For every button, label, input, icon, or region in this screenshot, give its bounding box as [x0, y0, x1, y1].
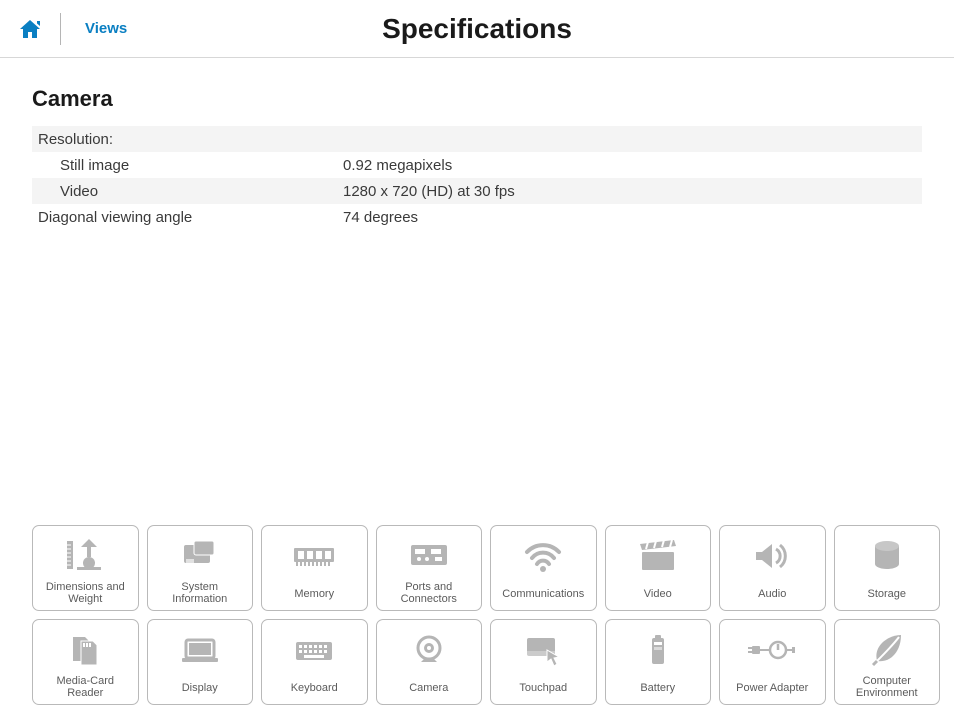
nav-tile-label: Camera: [409, 676, 448, 700]
nav-tile-camera[interactable]: Camera: [376, 619, 483, 705]
spec-value: 1280 x 720 (HD) at 30 fps: [337, 178, 922, 204]
nav-tile-display[interactable]: Display: [147, 619, 254, 705]
nav-tile-env[interactable]: Computer Environment: [834, 619, 941, 705]
home-button[interactable]: [0, 9, 60, 49]
ports-icon: [405, 530, 453, 581]
nav-tile-memory[interactable]: Memory: [261, 525, 368, 611]
nav-tile-label: Media-Card Reader: [57, 675, 114, 700]
bottom-nav: Dimensions and Weight System Information M…: [32, 525, 940, 705]
battery-icon: [634, 624, 682, 676]
nav-tile-label: Ports and Connectors: [401, 581, 457, 606]
header-bar: Views Specifications: [0, 0, 954, 58]
header-divider: [60, 13, 61, 45]
spec-value: [337, 126, 922, 152]
section-title: Camera: [32, 86, 922, 112]
nav-tile-label: Video: [644, 582, 672, 606]
spec-value: 74 degrees: [337, 204, 922, 230]
dimensions-icon: [61, 530, 109, 581]
nav-tile-keyboard[interactable]: Keyboard: [261, 619, 368, 705]
nav-tile-label: Audio: [758, 582, 786, 606]
spec-table: Resolution:Still image0.92 megapixelsVid…: [32, 126, 922, 230]
nav-tile-label: Communications: [502, 582, 584, 606]
nav-tile-label: Display: [182, 676, 218, 700]
clap-icon: [634, 530, 682, 582]
cylinder-icon: [863, 530, 911, 582]
spec-label: Resolution:: [32, 126, 337, 152]
keyboard-icon: [290, 624, 338, 676]
spec-label: Still image: [32, 152, 337, 178]
nav-tile-video[interactable]: Video: [605, 525, 712, 611]
webcam-icon: [405, 624, 453, 676]
nav-tile-label: Dimensions and Weight: [46, 581, 125, 606]
page-title: Specifications: [0, 13, 954, 45]
spec-row: Still image0.92 megapixels: [32, 152, 922, 178]
nav-tile-touchpad[interactable]: Touchpad: [490, 619, 597, 705]
nav-tile-poweradp[interactable]: Power Adapter: [719, 619, 826, 705]
plug-icon: [748, 624, 796, 676]
nav-tile-storage[interactable]: Storage: [834, 525, 941, 611]
nav-tile-label: Memory: [294, 582, 334, 606]
spec-label: Diagonal viewing angle: [32, 204, 337, 230]
spec-row: Resolution:: [32, 126, 922, 152]
memory-icon: [290, 530, 338, 582]
nav-tile-label: Keyboard: [291, 676, 338, 700]
content-area: Camera Resolution:Still image0.92 megapi…: [0, 58, 954, 230]
touchpad-icon: [519, 624, 567, 676]
sysinfo-icon: [176, 530, 224, 581]
views-link[interactable]: Views: [69, 20, 127, 37]
nav-tile-label: System Information: [172, 581, 227, 606]
nav-tile-battery[interactable]: Battery: [605, 619, 712, 705]
nav-tile-comm[interactable]: Communications: [490, 525, 597, 611]
nav-tile-sysinfo[interactable]: System Information: [147, 525, 254, 611]
nav-tile-label: Storage: [867, 582, 906, 606]
nav-tile-audio[interactable]: Audio: [719, 525, 826, 611]
nav-tile-label: Power Adapter: [736, 676, 808, 700]
spec-label: Video: [32, 178, 337, 204]
sdcards-icon: [61, 624, 109, 675]
leaf-icon: [863, 624, 911, 675]
nav-tile-label: Computer Environment: [856, 675, 918, 700]
laptop-icon: [176, 624, 224, 676]
nav-tile-media[interactable]: Media-Card Reader: [32, 619, 139, 705]
spec-value: 0.92 megapixels: [337, 152, 922, 178]
nav-tile-ports[interactable]: Ports and Connectors: [376, 525, 483, 611]
nav-tile-label: Touchpad: [519, 676, 567, 700]
spec-row: Diagonal viewing angle74 degrees: [32, 204, 922, 230]
home-icon: [17, 17, 43, 41]
nav-tile-dimensions[interactable]: Dimensions and Weight: [32, 525, 139, 611]
nav-tile-label: Battery: [640, 676, 675, 700]
wifi-icon: [519, 530, 567, 582]
speaker-icon: [748, 530, 796, 582]
spec-row: Video1280 x 720 (HD) at 30 fps: [32, 178, 922, 204]
